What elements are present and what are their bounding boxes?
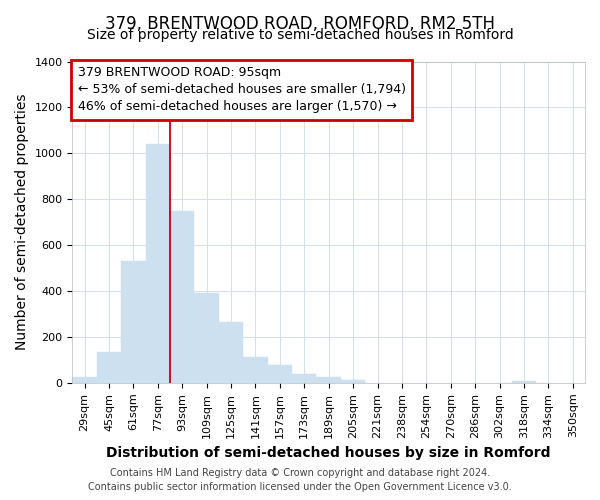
Y-axis label: Number of semi-detached properties: Number of semi-detached properties xyxy=(15,94,29,350)
Bar xyxy=(73,377,97,383)
Bar xyxy=(292,374,316,383)
Text: Size of property relative to semi-detached houses in Romford: Size of property relative to semi-detach… xyxy=(86,28,514,42)
Bar xyxy=(316,377,341,383)
Bar xyxy=(512,380,536,383)
Bar xyxy=(243,356,268,383)
Bar xyxy=(194,294,219,383)
Bar xyxy=(146,144,170,383)
Bar xyxy=(170,210,194,383)
Bar xyxy=(268,364,292,383)
Bar xyxy=(97,352,121,383)
Text: 379, BRENTWOOD ROAD, ROMFORD, RM2 5TH: 379, BRENTWOOD ROAD, ROMFORD, RM2 5TH xyxy=(105,15,495,33)
Bar xyxy=(121,262,146,383)
Bar xyxy=(219,322,243,383)
Bar xyxy=(341,380,365,383)
X-axis label: Distribution of semi-detached houses by size in Romford: Distribution of semi-detached houses by … xyxy=(106,446,551,460)
Text: 379 BRENTWOOD ROAD: 95sqm
← 53% of semi-detached houses are smaller (1,794)
46% : 379 BRENTWOOD ROAD: 95sqm ← 53% of semi-… xyxy=(77,66,406,114)
Text: Contains HM Land Registry data © Crown copyright and database right 2024.
Contai: Contains HM Land Registry data © Crown c… xyxy=(88,468,512,492)
